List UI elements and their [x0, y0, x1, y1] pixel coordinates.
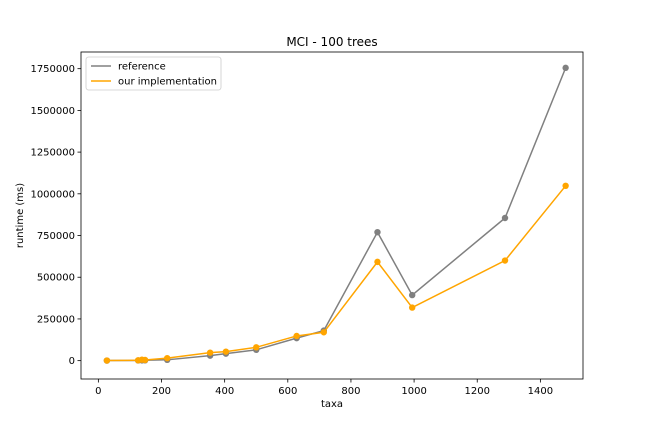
data-point-our-implementation [103, 357, 111, 364]
data-point-our-implementation [206, 349, 214, 356]
y-tick-label: 500000 [37, 273, 75, 284]
x-tick-label: 200 [152, 386, 171, 397]
data-point-our-implementation [253, 344, 260, 351]
data-point-our-implementation [374, 258, 381, 266]
x-axis-label: taxa [321, 399, 343, 410]
data-point-reference [408, 291, 416, 299]
y-tick-label: 1500000 [30, 106, 75, 117]
y-tick-label: 1250000 [30, 148, 75, 159]
legend-box [85, 56, 222, 91]
data-point-our-implementation [293, 332, 300, 340]
x-tick-label: 1200 [465, 386, 490, 397]
data-point-our-implementation [408, 304, 416, 311]
legend: reference our implementation [85, 56, 222, 91]
axes-layer: 0 200 400 600 800 1000 1200 1400 0 250000 500000 75… [30, 64, 553, 397]
data-point-our-implementation [320, 329, 327, 336]
x-tick-label: 800 [341, 386, 360, 397]
data-point-reference [562, 64, 569, 72]
legend-label-our-implementation: our implementation [118, 77, 217, 88]
y-tick-label: 0 [69, 356, 75, 367]
plot-area [81, 52, 583, 379]
y-tick-label: 1750000 [30, 64, 75, 75]
series-layer [103, 64, 569, 364]
x-tick-label: 1000 [401, 386, 426, 397]
data-point-our-implementation [562, 182, 569, 190]
legend-label-reference: reference [118, 62, 166, 73]
y-tick-label: 1000000 [30, 189, 75, 200]
data-point-our-implementation [501, 257, 509, 264]
y-tick-label: 250000 [37, 314, 75, 325]
x-tick-label: 1400 [528, 386, 553, 397]
y-axis-label: runtime (ms) [15, 183, 26, 248]
data-point-reference [374, 228, 381, 236]
data-point-our-implementation [163, 354, 171, 362]
y-tick-label: 750000 [37, 231, 75, 242]
x-tick-label: 400 [215, 386, 234, 397]
x-tick-label: 600 [278, 386, 297, 397]
data-point-our-implementation [141, 356, 149, 364]
data-point-reference [501, 214, 509, 222]
x-tick-label: 0 [95, 386, 101, 397]
chart-title: MCI - 100 trees [286, 35, 377, 49]
data-point-our-implementation [222, 348, 230, 355]
plot-frame [80, 51, 584, 380]
